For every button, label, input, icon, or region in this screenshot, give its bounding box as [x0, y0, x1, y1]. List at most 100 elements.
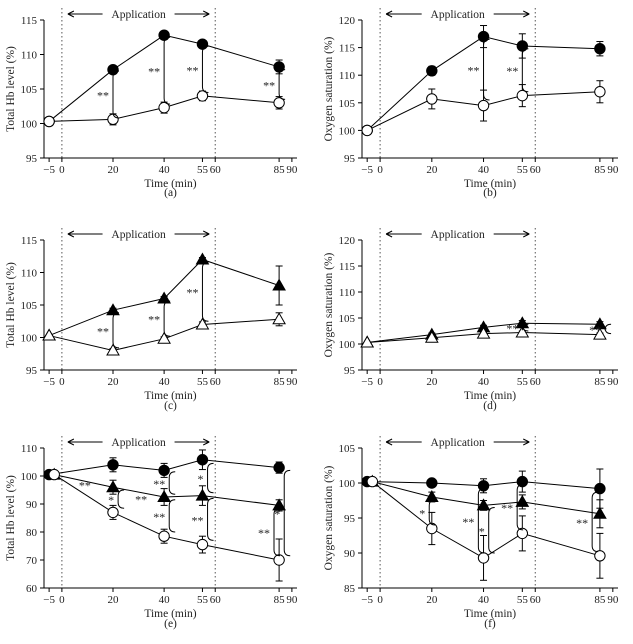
y-tick-label: 100	[21, 333, 38, 345]
significance-bracket	[207, 462, 214, 494]
significance-bracket	[168, 471, 176, 495]
x-axis-title: Time (min)	[144, 608, 196, 620]
significance-bracket	[163, 300, 171, 337]
data-point-filled-triangle	[272, 278, 286, 291]
significance-bracket	[283, 469, 291, 557]
arrowhead-right-icon	[202, 438, 210, 446]
x-tick-label: 20	[426, 376, 438, 388]
data-point-filled-circle	[273, 461, 285, 474]
significance-bracket	[163, 36, 171, 105]
x-tick-label: 55	[197, 164, 209, 176]
significance-bracket	[201, 45, 209, 93]
data-point-open-circle	[273, 97, 285, 109]
x-axis-title: Time (min)	[464, 178, 516, 190]
data-point-filled-circle	[107, 459, 119, 471]
y-tick-label: 110	[21, 50, 38, 62]
x-tick-label: 55	[517, 594, 529, 606]
x-tick-label: 20	[426, 164, 438, 176]
y-tick-label: 85	[344, 583, 356, 595]
data-point-filled-triangle	[424, 489, 439, 502]
significance-bracket	[168, 499, 176, 533]
y-tick-label: 105	[21, 84, 38, 96]
arrowhead-left-icon	[385, 438, 393, 446]
significance-label: **	[258, 526, 270, 540]
x-tick-label: 0	[377, 376, 383, 388]
y-tick-label: 100	[339, 339, 356, 351]
data-point-open-triangle	[106, 343, 120, 356]
y-tick-label: 100	[21, 471, 38, 483]
data-point-open-circle	[196, 90, 209, 102]
x-tick-label: 0	[59, 164, 65, 176]
y-tick-label: 120	[339, 15, 356, 27]
significance-label: **	[263, 79, 275, 93]
x-tick-label: 40	[159, 594, 171, 606]
panel-label: (e)	[164, 618, 177, 630]
data-point-filled-triangle	[515, 494, 530, 507]
arrowhead-right-icon	[523, 230, 530, 238]
significance-label: **	[79, 478, 91, 492]
data-point-open-triangle	[195, 317, 210, 330]
x-tick-label: 55	[517, 164, 529, 176]
significance-label: **	[576, 516, 588, 530]
y-axis-title: Oxygen saturation (%)	[323, 36, 335, 141]
panel-a: 95 100 105 110 115 −5 0 20 40 55 60 85 90 Time (min) T…	[5, 8, 298, 199]
y-tick-label: 95	[344, 513, 356, 525]
data-point-open-circle	[107, 113, 119, 126]
x-tick-label: 0	[59, 594, 65, 606]
significance-label: **	[135, 492, 147, 506]
significance-bracket	[117, 489, 125, 509]
data-point-open-triangle	[157, 331, 171, 344]
y-tick-label: 80	[26, 527, 38, 539]
data-point-open-circle	[516, 527, 529, 540]
significance-label: *	[479, 524, 485, 538]
data-point-open-circle	[426, 93, 438, 105]
arrowhead-left-icon	[385, 230, 393, 238]
data-point-open-circle	[516, 89, 529, 102]
significance-label: **	[501, 501, 513, 515]
x-tick-label: 60	[530, 164, 542, 176]
data-point-open-circle	[594, 550, 606, 562]
data-point-open-circle	[43, 115, 55, 128]
x-tick-label: −5	[43, 376, 55, 388]
significance-bracket	[273, 507, 281, 557]
x-tick-label: 55	[197, 594, 209, 606]
data-point-filled-circle	[477, 30, 490, 43]
significance-bracket	[278, 69, 286, 100]
x-tick-label: −5	[361, 376, 373, 388]
arrowhead-right-icon	[523, 438, 530, 446]
data-point-filled-triangle	[195, 488, 210, 501]
y-axis-title: Total Hb level (%)	[5, 262, 17, 348]
y-axis-title: Total Hb level (%)	[5, 475, 17, 561]
application-label: Application	[431, 9, 486, 21]
x-tick-label: 60	[210, 376, 222, 388]
data-point-filled-triangle	[106, 303, 120, 316]
arrowhead-right-icon	[202, 10, 210, 18]
data-point-open-circle	[426, 522, 438, 535]
significance-bracket	[483, 38, 490, 101]
x-tick-label: 20	[108, 376, 120, 388]
x-tick-label: 60	[210, 164, 222, 176]
panel-label: (f)	[484, 618, 496, 630]
significance-label: **	[148, 65, 160, 79]
y-tick-label: 105	[339, 313, 356, 325]
data-point-open-triangle	[476, 326, 491, 339]
x-tick-label: 85	[594, 594, 606, 606]
x-tick-label: 55	[517, 376, 529, 388]
data-point-filled-circle	[196, 454, 209, 466]
application-label: Application	[111, 9, 166, 21]
significance-bracket	[604, 323, 612, 335]
x-axis-title: Time (min)	[464, 608, 516, 620]
x-tick-label: 40	[159, 164, 171, 176]
data-point-filled-triangle	[272, 498, 286, 511]
x-tick-label: 85	[274, 376, 286, 388]
arrowhead-left-icon	[67, 10, 75, 18]
significance-bracket	[488, 507, 495, 554]
application-label: Application	[431, 437, 486, 449]
y-tick-label: 120	[339, 235, 356, 247]
significance-bracket	[112, 312, 120, 349]
x-tick-label: 90	[286, 164, 298, 176]
y-tick-label: 110	[21, 268, 38, 280]
y-tick-label: 95	[344, 365, 356, 377]
data-point-filled-circle	[477, 480, 490, 492]
data-point-open-circle	[107, 506, 119, 519]
